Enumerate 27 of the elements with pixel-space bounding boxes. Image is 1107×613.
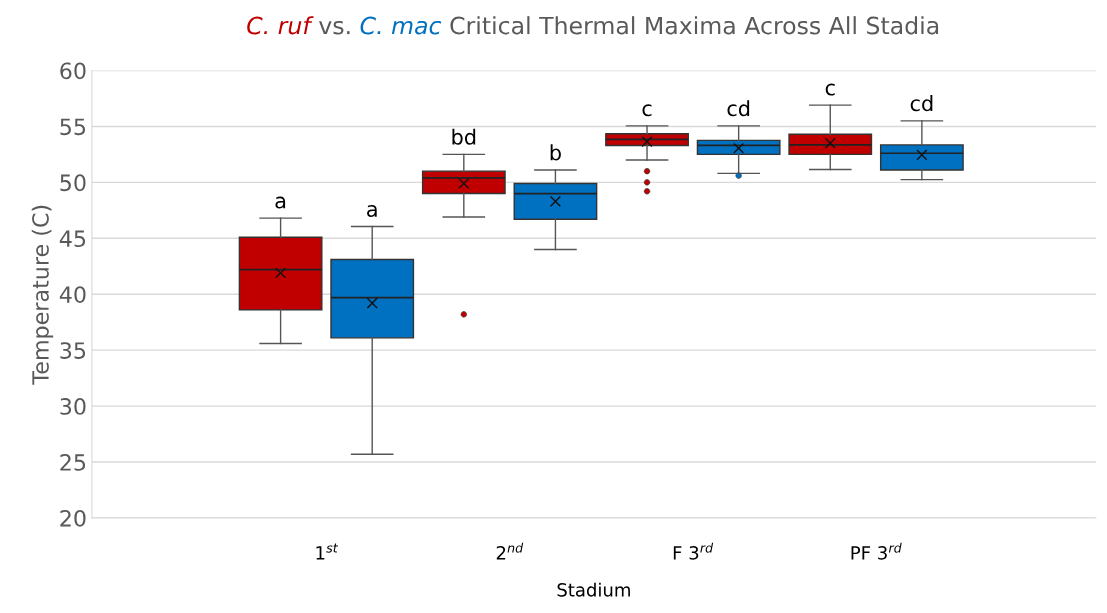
annotation: cd bbox=[910, 95, 933, 112]
annotation: c bbox=[642, 104, 652, 117]
x-tick-label: F 3$^{rd}$ bbox=[673, 542, 714, 560]
y-tick-label: 60 bbox=[60, 62, 86, 80]
chart-title: Critical Thermal Maxima Across All Stadia bbox=[450, 16, 939, 35]
annotation: a bbox=[275, 196, 286, 209]
x-tick-label: PF 3$^{rd}$ bbox=[851, 542, 902, 560]
x-tick-label: 2$^{nd}$ bbox=[496, 542, 524, 560]
y-tick-label: 50 bbox=[60, 174, 86, 192]
text: C. ruf bbox=[247, 16, 314, 35]
annotation: c bbox=[825, 83, 835, 96]
y-tick-label: 55 bbox=[60, 118, 86, 136]
y-tick-label: 40 bbox=[59, 286, 86, 303]
y-tick-label: 35 bbox=[60, 342, 86, 359]
annotation: a bbox=[367, 205, 377, 217]
annotation: cd bbox=[727, 100, 750, 117]
text: C. mac bbox=[360, 16, 442, 35]
annotation: b bbox=[550, 144, 561, 161]
x-tick-label: 1$^{st}$ bbox=[316, 543, 339, 560]
annotation: bd bbox=[452, 128, 476, 145]
x-axis-title: Stadium bbox=[557, 582, 630, 597]
y-tick-label: 30 bbox=[60, 398, 86, 415]
y-tick-label: 25 bbox=[60, 454, 86, 471]
y-tick-label: 20 bbox=[60, 509, 86, 527]
y-tick-label: 45 bbox=[59, 230, 86, 248]
y-axis-title: Temperature (C) bbox=[31, 205, 54, 385]
text: vs. bbox=[319, 20, 350, 35]
